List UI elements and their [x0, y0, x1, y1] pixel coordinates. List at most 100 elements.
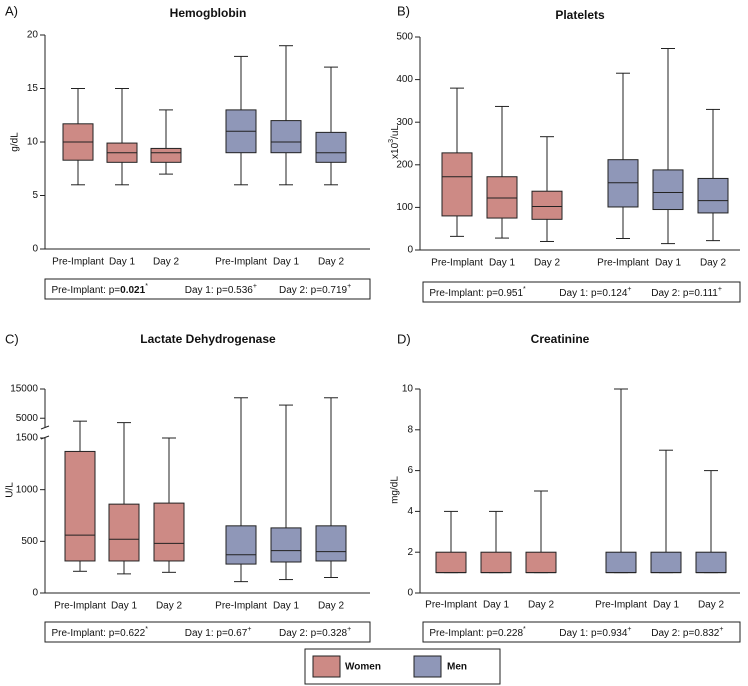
y-tick-label: 2 — [407, 547, 413, 558]
annotation-mark: + — [627, 626, 631, 633]
y-tick-label: 200 — [396, 159, 413, 170]
legend-frame — [304, 648, 501, 685]
x-tick-label: Day 1 — [655, 258, 682, 269]
y-tick-label: 1500 — [16, 433, 39, 444]
annotation: Day 2: p=0.111+ — [651, 286, 722, 299]
annotation-mark: * — [145, 283, 148, 290]
annotation-text: Pre-Implant: p= — [52, 628, 121, 639]
chart-title: Platelets — [555, 8, 605, 22]
y-tick-label: 0 — [32, 588, 38, 599]
annotation-text: Day 1: p= — [559, 288, 602, 299]
annotation: Pre-Implant: p=0.228* — [429, 626, 526, 639]
p-value: 0.832 — [694, 628, 719, 639]
legend-label: Men — [447, 662, 467, 673]
box — [695, 551, 727, 574]
annotation-text: Pre-Implant: p= — [429, 288, 498, 299]
p-value: 0.719 — [322, 285, 347, 296]
box — [525, 551, 557, 574]
y-tick-label: 1000 — [16, 484, 39, 495]
box — [64, 450, 96, 562]
annotation-text: Day 1: p= — [185, 285, 228, 296]
box — [225, 525, 257, 565]
box — [480, 551, 512, 574]
y-tick-label: 4 — [407, 506, 413, 517]
box — [153, 502, 185, 562]
y-tick-label: 500 — [396, 32, 413, 43]
y-tick-label: 15 — [27, 83, 39, 94]
box — [697, 177, 729, 214]
annotation: Pre-Implant: p=0.951* — [429, 286, 526, 299]
annotation-text: Day 1: p= — [185, 628, 228, 639]
legend-swatch — [413, 655, 442, 678]
panel-label: B) — [397, 3, 410, 18]
y-axis-label: x103/uL — [388, 125, 401, 159]
p-value: 0.67 — [228, 628, 248, 639]
p-value: 0.124 — [602, 288, 627, 299]
annotation: Day 1: p=0.124+ — [559, 286, 631, 299]
legend-label: Women — [345, 662, 381, 673]
annotation-mark: + — [718, 286, 722, 293]
annotation-text: Day 2: p= — [279, 285, 322, 296]
chart-title: Hemogblobin — [170, 6, 247, 20]
chart-title: Creatinine — [531, 332, 590, 346]
y-tick-label: 6 — [407, 465, 413, 476]
annotation-mark: + — [253, 283, 257, 290]
annotation-text: Pre-Implant: p= — [52, 285, 121, 296]
annotation-text: Day 2: p= — [279, 628, 322, 639]
y-tick-label: 5000 — [16, 413, 39, 424]
annotation: Day 1: p=0.934+ — [559, 626, 631, 639]
annotation-mark: + — [627, 286, 631, 293]
annotation-box — [44, 278, 371, 300]
box — [270, 120, 302, 154]
p-value: 0.111 — [694, 288, 718, 299]
y-tick-label: 15000 — [10, 384, 38, 395]
x-tick-label: Day 2 — [156, 601, 183, 612]
annotation-box — [422, 621, 741, 643]
annotation-mark: + — [347, 626, 351, 633]
box — [605, 551, 637, 574]
panel-label: D) — [397, 331, 411, 346]
annotation-mark: * — [145, 626, 148, 633]
y-tick-label: 0 — [407, 245, 413, 256]
box — [315, 525, 347, 562]
annotation-mark: + — [347, 283, 351, 290]
panel-label: A) — [5, 3, 18, 18]
annotation-box — [44, 621, 371, 643]
y-tick-label: 500 — [21, 536, 38, 547]
annotation-mark: + — [247, 626, 251, 633]
annotation-mark: * — [523, 626, 526, 633]
box — [652, 169, 684, 211]
box — [531, 190, 563, 220]
x-tick-label: Day 2 — [153, 257, 180, 268]
y-tick-label: 400 — [396, 74, 413, 85]
box — [315, 131, 347, 163]
p-value: 0.328 — [322, 628, 347, 639]
p-value: 0.536 — [228, 285, 253, 296]
p-value: 0.021 — [120, 285, 145, 296]
y-axis-label: U/L — [5, 482, 16, 498]
p-value: 0.228 — [498, 628, 523, 639]
y-tick-label: 10 — [27, 137, 39, 148]
annotation: Pre-Implant: p=0.021* — [52, 283, 149, 296]
x-tick-label: Pre-Implant — [597, 258, 649, 269]
p-value: 0.934 — [602, 628, 627, 639]
x-tick-label: Day 1 — [273, 257, 300, 268]
y-tick-label: 0 — [32, 244, 38, 255]
x-tick-label: Pre-Implant — [595, 600, 647, 611]
y-axis-label-part: x10 — [390, 142, 401, 159]
box — [441, 152, 473, 217]
x-tick-label: Day 1 — [653, 600, 680, 611]
y-tick-label: 300 — [396, 117, 413, 128]
annotation-text: Pre-Implant: p= — [429, 628, 498, 639]
axis-break — [40, 425, 50, 430]
x-tick-label: Pre-Implant — [52, 257, 104, 268]
legend-swatch — [312, 655, 341, 678]
y-tick-label: 5 — [32, 190, 38, 201]
chart-title: Lactate Dehydrogenase — [140, 332, 276, 346]
y-tick-label: 0 — [407, 588, 413, 599]
x-tick-label: Pre-Implant — [54, 601, 106, 612]
x-tick-label: Day 2 — [318, 601, 345, 612]
box — [486, 176, 518, 219]
p-value: 0.951 — [498, 288, 523, 299]
